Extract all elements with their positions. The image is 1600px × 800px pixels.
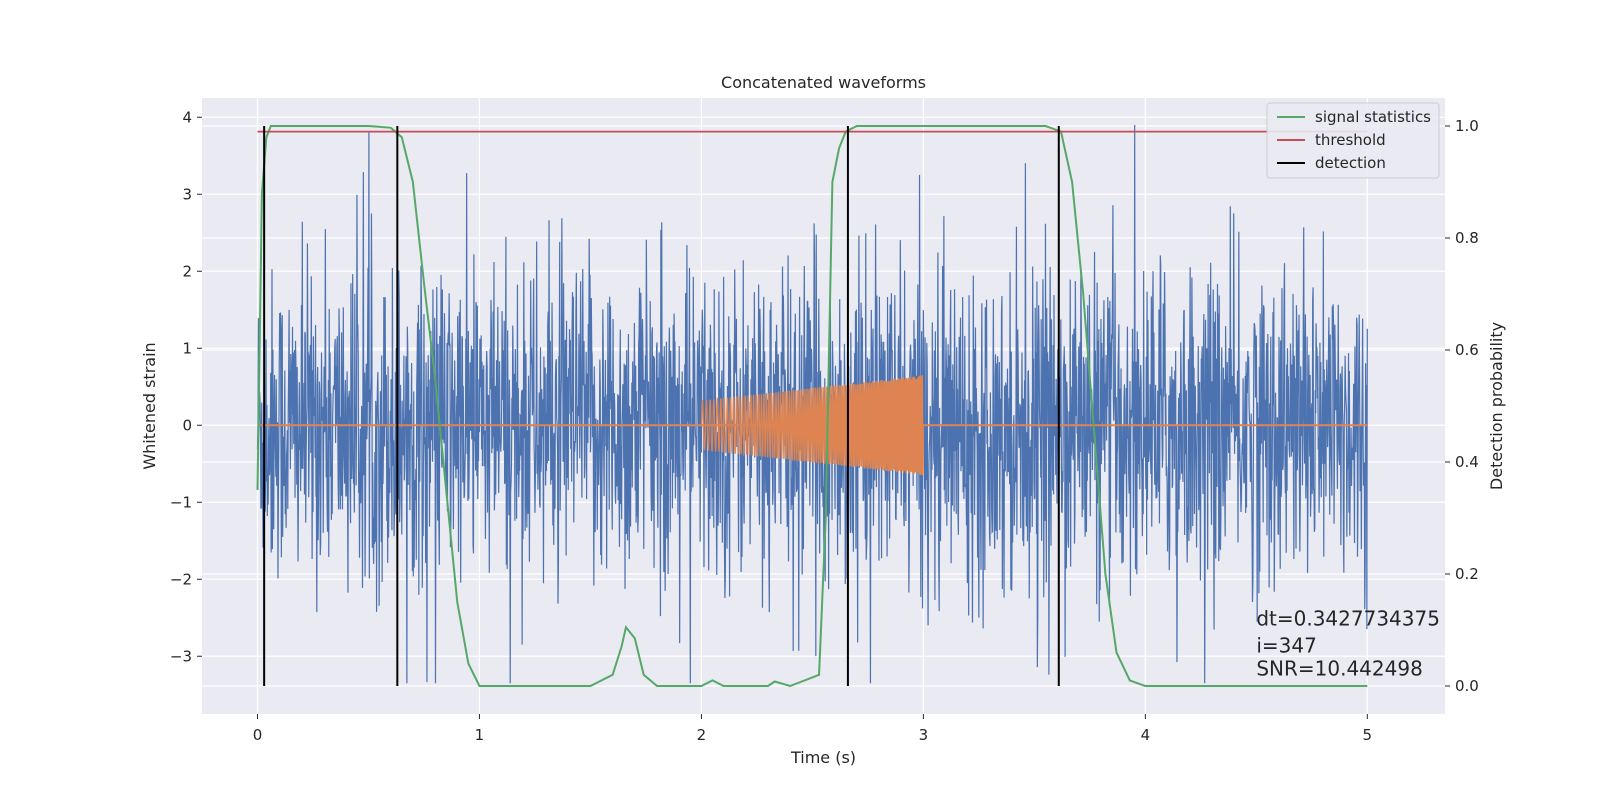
x-tick-label: 0 [253,726,263,744]
legend-label: signal statistics [1315,108,1431,126]
x-tick-label: 2 [697,726,707,744]
y-tick-label: −2 [170,570,192,588]
signal-statistics-line [256,125,1368,688]
annotation-text: dt=0.3427734375 [1256,606,1440,630]
y-right-tick-label: 0.4 [1455,453,1479,471]
axes: 0 1 2 3 4 5 −3 −2 −1 0 1 2 3 4 0.0 0.2 0.4 0.6 0.8 1.0 [170,108,1479,744]
legend: signal statistics threshold detection [1266,102,1440,179]
y-right-tick-label: 1.0 [1455,117,1479,135]
y-right-tick-label: 0.8 [1455,229,1479,247]
y-right-tick-label: 0.0 [1455,677,1479,695]
chart-title: Concatenated waveforms [721,73,926,92]
legend-label: threshold [1315,131,1386,149]
annotation-text: i=347 [1256,633,1317,657]
y-tick-label: −3 [170,647,192,665]
y-tick-label: 1 [182,339,192,357]
x-tick-label: 4 [1141,726,1151,744]
y-tick-label: 3 [182,185,192,203]
annotation-text: SNR=10.442498 [1256,657,1422,681]
y-tick-label: 0 [182,416,192,434]
y-right-tick-label: 0.2 [1455,565,1479,583]
y-tick-label: 2 [182,262,192,280]
x-axis-label: Time (s) [790,748,856,767]
x-tick-label: 1 [475,726,485,744]
y-right-axis-label: Detection probability [1487,322,1506,490]
y-right-tick-label: 0.6 [1455,341,1479,359]
y-tick-label: −1 [170,493,192,511]
series-layer [256,124,1368,688]
template-chirp-line [700,375,924,476]
legend-label: detection [1315,154,1386,172]
y-axis-label: Whitened strain [140,342,159,469]
x-tick-label: 5 [1363,726,1373,744]
legend-box [1266,102,1440,179]
x-tick-label: 3 [919,726,929,744]
y-tick-label: 4 [182,108,192,126]
